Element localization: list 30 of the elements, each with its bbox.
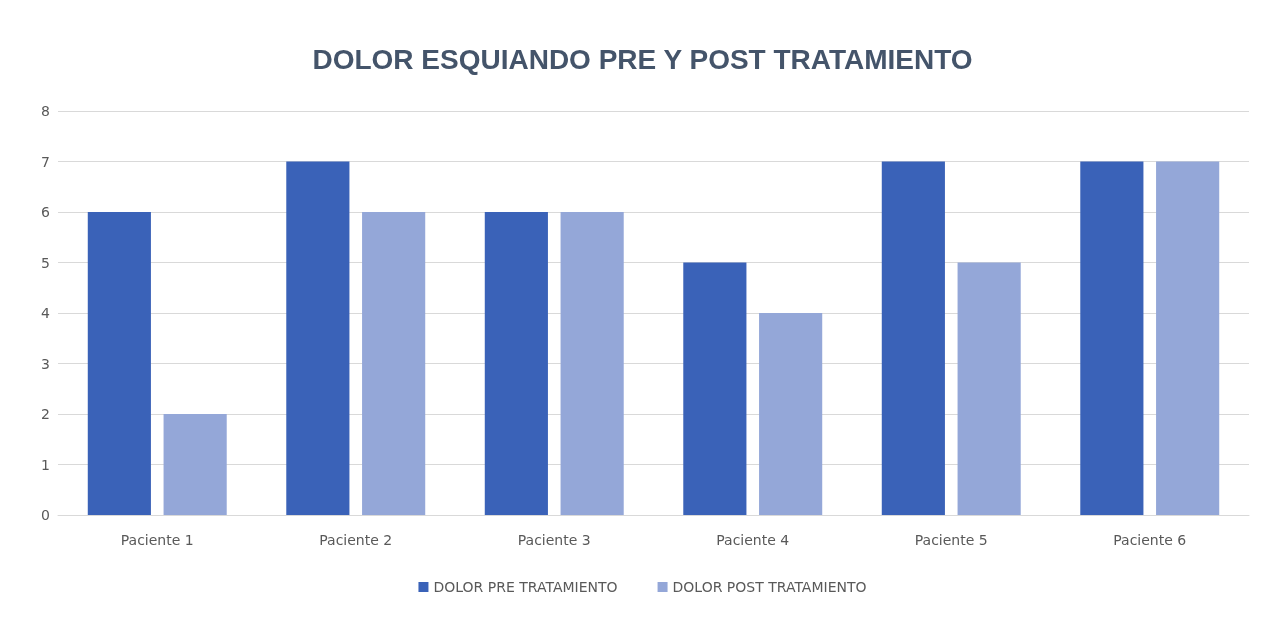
bar [560,212,624,515]
y-tick-label: 1 [41,456,50,473]
bar [163,414,227,515]
bar [87,212,151,515]
x-tick-label: Paciente 4 [716,532,790,548]
bar [683,262,747,515]
x-tick-label: Paciente 3 [517,532,591,548]
bar [362,212,426,515]
chart-title: DOLOR ESQUIANDO PRE Y POST TRATAMIENTO [312,43,973,75]
bar [1156,161,1220,515]
y-tick-label: 5 [41,254,50,271]
x-tick-label: Paciente 1 [120,532,194,548]
bar [286,161,350,515]
y-tick-label: 2 [41,406,50,422]
legend-label: DOLOR PRE TRATAMIENTO [433,579,618,595]
bar [484,212,548,515]
y-tick-label: 4 [41,305,51,321]
bar [881,161,945,515]
x-tick-label: Paciente 5 [914,532,988,548]
y-tick-label: 0 [41,507,50,523]
bar [957,262,1021,515]
y-tick-label: 6 [41,204,51,220]
y-tick-label: 8 [41,103,50,119]
x-tick-label: Paciente 2 [319,532,393,548]
x-tick-label: Paciente 6 [1113,532,1187,548]
bar [759,313,823,515]
y-tick-label: 3 [41,355,50,372]
bar [1080,161,1144,515]
y-tick-label: 7 [41,153,50,170]
legend-label: DOLOR POST TRATAMIENTO [672,579,867,595]
